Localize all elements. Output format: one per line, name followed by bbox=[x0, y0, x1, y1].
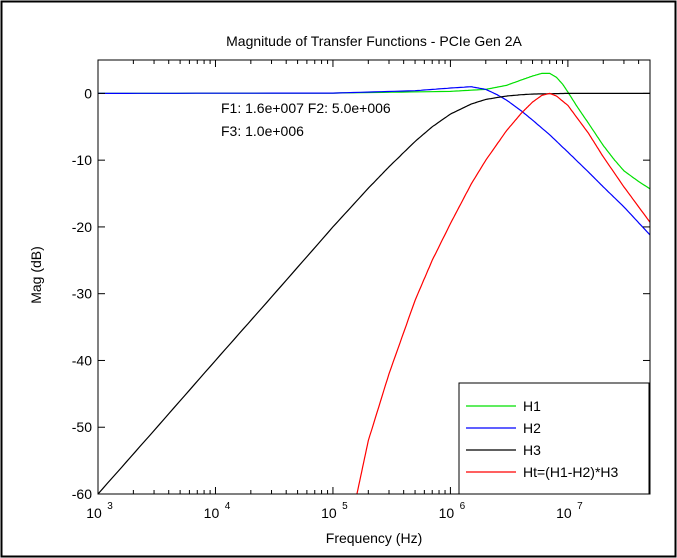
x-tick-label: 10 bbox=[86, 505, 102, 521]
x-tick-label: 10 bbox=[556, 505, 572, 521]
y-tick-label: -50 bbox=[72, 419, 92, 435]
legend-label: Ht=(H1-H2)*H3 bbox=[523, 464, 619, 480]
legend-box bbox=[458, 382, 650, 495]
x-axis-label: Frequency (Hz) bbox=[326, 530, 422, 546]
y-axis-label: Mag (dB) bbox=[28, 246, 44, 304]
x-tick-exponent: 3 bbox=[107, 501, 113, 512]
legend-label: H2 bbox=[523, 420, 541, 436]
series-line-2 bbox=[98, 86, 650, 236]
series-layer bbox=[98, 72, 650, 494]
annotation-line-1: F1: 1.6e+007 F2: 5.0e+006 bbox=[221, 100, 391, 116]
y-tick-label: -20 bbox=[72, 219, 92, 235]
x-tick-label: 10 bbox=[204, 505, 220, 521]
x-tick-exponent: 4 bbox=[225, 501, 231, 512]
legend-label: H3 bbox=[523, 442, 541, 458]
chart-title: Magnitude of Transfer Functions - PCIe G… bbox=[226, 33, 522, 49]
y-tick-label: -60 bbox=[72, 486, 92, 502]
y-tick-label: -10 bbox=[72, 152, 92, 168]
y-tick-label: -30 bbox=[72, 286, 92, 302]
series-line-4 bbox=[356, 92, 650, 494]
legend: H1 H2 H3 Ht=(H1-H2)*H3 bbox=[458, 382, 650, 495]
annotation-line-2: F3: 1.0e+006 bbox=[221, 123, 304, 139]
x-tick-exponent: 5 bbox=[342, 501, 348, 512]
x-tick-label: 10 bbox=[321, 505, 337, 521]
y-tick-label: 0 bbox=[84, 85, 92, 101]
y-tick-label: -40 bbox=[72, 352, 92, 368]
x-tick-exponent: 6 bbox=[460, 501, 466, 512]
x-tick-exponent: 7 bbox=[577, 501, 583, 512]
legend-label: H1 bbox=[523, 398, 541, 414]
axis-ticks: 10 3 10 4 10 5 10 6 10 7 0 -10 -20 -30 -40 -50 -60 bbox=[72, 60, 651, 521]
x-tick-label: 10 bbox=[439, 505, 455, 521]
plot-area-frame bbox=[97, 59, 651, 495]
